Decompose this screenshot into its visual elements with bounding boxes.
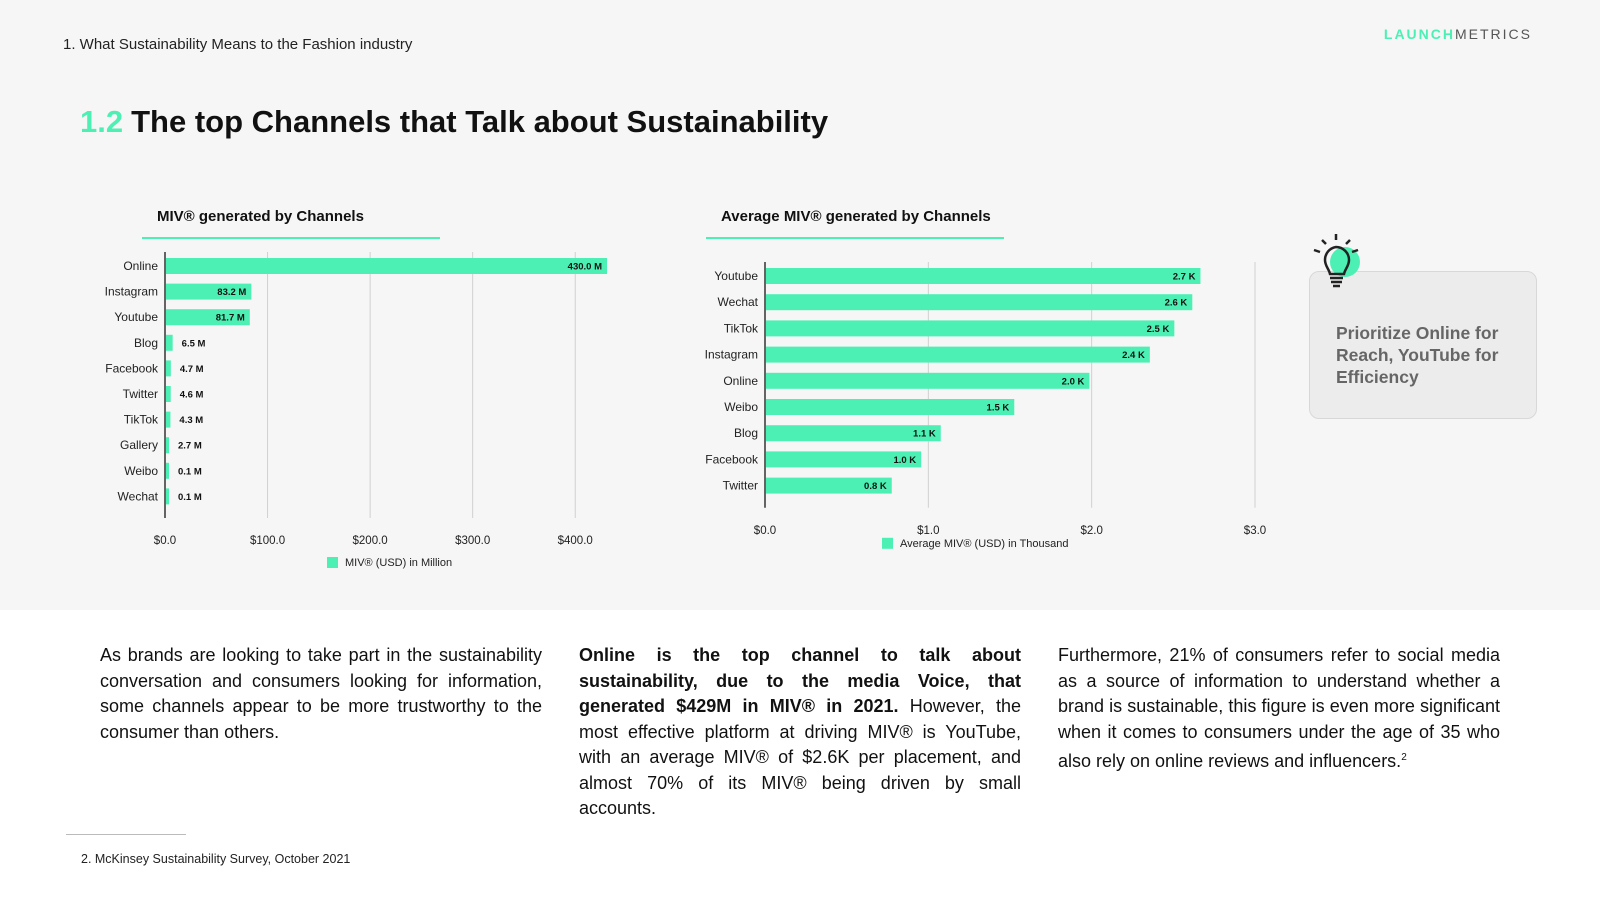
category-label: Youtube: [714, 269, 758, 283]
value-label: 1.1 K: [913, 429, 936, 440]
bar: [766, 268, 1201, 284]
value-label: 83.2 M: [217, 287, 246, 298]
category-label: Gallery: [120, 438, 158, 452]
value-label: 430.0 M: [568, 262, 602, 273]
legend-label: MIV® (USD) in Million: [345, 557, 452, 569]
category-label: Online: [123, 259, 158, 273]
value-label: 2.5 K: [1147, 324, 1170, 335]
footnote-divider: [66, 834, 186, 835]
footnote: 2. McKinsey Sustainability Survey, Octob…: [81, 852, 351, 866]
category-label: Instagram: [105, 285, 158, 299]
bar: [766, 372, 1090, 389]
category-label: TikTok: [724, 321, 759, 335]
breadcrumb: 1. What Sustainability Means to the Fash…: [63, 36, 413, 53]
paragraph-online-rest: However, the most effective platform at …: [579, 696, 1022, 818]
value-label: 0.8 K: [864, 481, 887, 492]
bar: [166, 283, 252, 300]
bar: [166, 386, 171, 402]
value-label: 0.1 M: [178, 492, 202, 503]
x-tick-label: $400.0: [558, 535, 593, 547]
category-label: Wechat: [718, 295, 759, 309]
logo-part-1: LAUNCH: [1383, 26, 1455, 42]
bar: [766, 451, 922, 468]
footnote-ref: 2: [1401, 752, 1407, 763]
chart2-title: Average MIV® generated by Channels: [706, 208, 1004, 239]
value-label: 2.7 K: [1173, 272, 1196, 283]
value-label: 6.5 M: [182, 338, 206, 349]
value-label: 1.0 K: [893, 455, 916, 466]
launchmetrics-logo: LAUNCHMETRICS: [1384, 26, 1532, 42]
category-label: Instagram: [705, 348, 758, 362]
bar: [166, 411, 171, 428]
category-label: Facebook: [105, 361, 159, 375]
x-tick-label: $300.0: [455, 535, 490, 547]
category-label: Weibo: [124, 464, 158, 478]
x-tick-label: $3.0: [1244, 525, 1266, 537]
category-label: Youtube: [114, 310, 158, 324]
x-tick-label: $200.0: [353, 535, 388, 547]
bar: [166, 360, 171, 377]
bar: [166, 334, 173, 351]
chart1-miv-by-channel: $0.0 $100.0 $200.0 $300.0 $400.0 Online 430.0 …: [105, 252, 607, 569]
category-label: Online: [723, 374, 758, 388]
logo-part-2: METRICS: [1455, 26, 1532, 42]
section-number: 1.2: [80, 104, 124, 139]
bar: [766, 425, 941, 442]
value-label: 81.7 M: [216, 313, 245, 324]
value-label: 0.1 M: [178, 466, 202, 477]
value-label: 2.0 K: [1062, 376, 1085, 387]
category-label: TikTok: [124, 413, 159, 427]
category-label: Weibo: [724, 400, 758, 414]
bar: [766, 399, 1015, 415]
value-label: 2.7 M: [178, 441, 202, 452]
chart1-title: MIV® generated by Channels: [142, 208, 440, 239]
legend-swatch: [882, 537, 893, 549]
legend-swatch: [327, 557, 338, 568]
chart2-avg-miv-by-channel: $0.0 $1.0 $2.0 $3.0 Youtube 2.7 K Wechat 2.6 K T…: [705, 262, 1266, 550]
value-label: 2.6 K: [1165, 298, 1188, 309]
x-tick-label: $2.0: [1080, 525, 1102, 537]
value-label: 2.4 K: [1122, 350, 1145, 361]
legend-label: Average MIV® (USD) in Thousand: [900, 538, 1069, 550]
category-label: Blog: [734, 426, 758, 440]
category-label: Twitter: [723, 479, 758, 493]
bar: [166, 488, 169, 505]
x-tick-label: $100.0: [250, 535, 285, 547]
category-label: Twitter: [123, 387, 158, 401]
bar: [766, 294, 1193, 311]
bar: [766, 346, 1150, 363]
paragraph-consumers-text: Furthermore, 21% of consumers refer to s…: [1058, 645, 1500, 771]
bar: [766, 477, 892, 494]
paragraph-consumers: Furthermore, 21% of consumers refer to s…: [1058, 643, 1500, 775]
bar: [166, 462, 169, 479]
bar: [166, 437, 169, 454]
category-label: Wechat: [118, 489, 159, 503]
value-label: 4.6 M: [180, 390, 204, 401]
paragraph-online: Online is the top channel to talk about …: [579, 643, 1021, 822]
bar: [766, 320, 1175, 337]
bar: [166, 309, 250, 326]
lightbulb-icon: [1313, 234, 1360, 288]
paragraph-online-bold: Online is the top channel to talk about …: [579, 645, 1021, 716]
category-label: Facebook: [705, 452, 759, 466]
x-tick-label: $0.0: [154, 535, 176, 547]
value-label: 4.7 M: [180, 364, 204, 375]
section-title-text: The top Channels that Talk about Sustain…: [131, 104, 829, 139]
value-label: 4.3 M: [179, 415, 203, 426]
tip-card: Prioritize Online for Reach, YouTube for…: [1309, 271, 1537, 419]
category-label: Blog: [134, 336, 158, 350]
paragraph-intro: As brands are looking to take part in th…: [100, 645, 542, 742]
bar: [166, 258, 607, 274]
value-label: 1.5 K: [987, 403, 1010, 414]
section-title: 1.2 The top Channels that Talk about Sust…: [80, 104, 828, 140]
x-tick-label: $0.0: [754, 525, 776, 537]
tip-text: Prioritize Online for Reach, YouTube for…: [1336, 323, 1499, 387]
x-tick-label: $1.0: [917, 525, 939, 537]
